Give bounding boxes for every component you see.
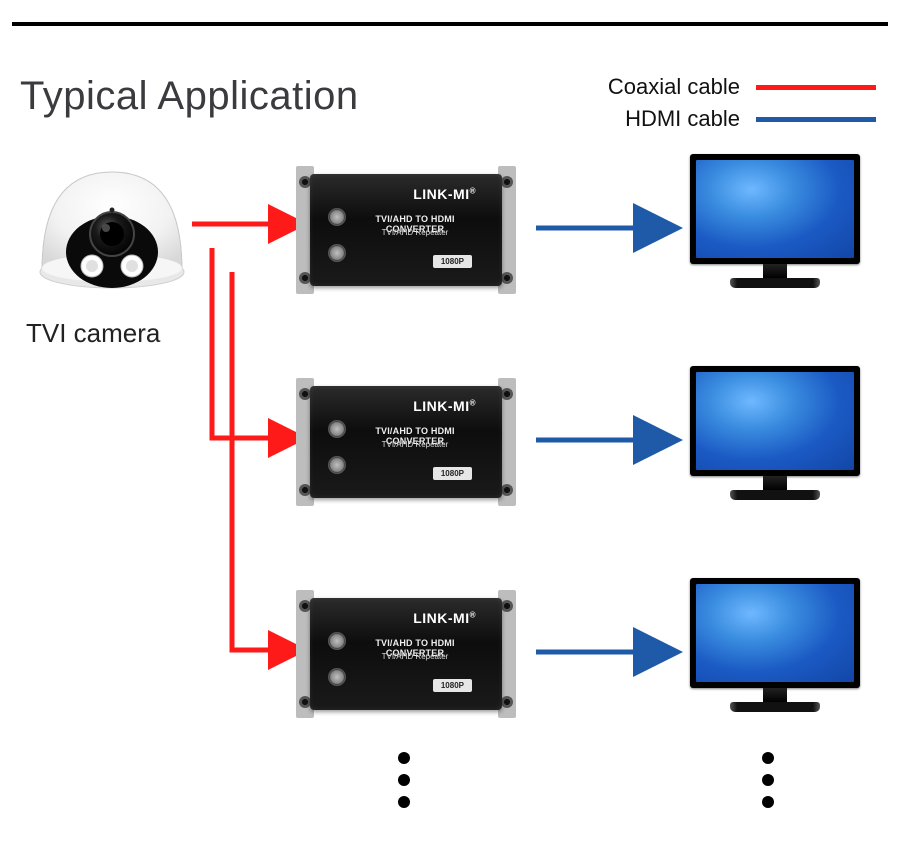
legend-row-hdmi: HDMI cable xyxy=(608,106,876,132)
legend-row-coax: Coaxial cable xyxy=(608,74,876,100)
legend-hdmi-label: HDMI cable xyxy=(625,106,740,132)
ellipsis-monitors xyxy=(762,752,774,808)
coax-cable-line xyxy=(232,272,300,650)
monitor-base xyxy=(730,702,820,712)
brand-label: LINK-MI® xyxy=(413,186,476,202)
monitor-icon xyxy=(690,154,860,294)
monitor-base xyxy=(730,278,820,288)
monitor-screen xyxy=(696,372,854,470)
brand-label: LINK-MI® xyxy=(413,398,476,414)
monitor-stand xyxy=(763,264,787,278)
converter-body: LINK-MI® TVI/AHD TO HDMI CONVERTER TVI/A… xyxy=(310,598,502,710)
product-subtitle: TVI/AHD Repeater xyxy=(352,228,478,237)
converter-box: LINK-MI® TVI/AHD TO HDMI CONVERTER TVI/A… xyxy=(296,590,516,718)
monitor-screen xyxy=(696,584,854,682)
resolution-badge: 1080P xyxy=(433,679,472,692)
monitor-stand xyxy=(763,476,787,490)
resolution-badge: 1080P xyxy=(433,467,472,480)
camera-label: TVI camera xyxy=(26,318,160,349)
legend: Coaxial cable HDMI cable xyxy=(608,74,876,138)
converter-body: LINK-MI® TVI/AHD TO HDMI CONVERTER TVI/A… xyxy=(310,386,502,498)
bnc-port-icon xyxy=(328,632,346,650)
bnc-port-icon xyxy=(328,456,346,474)
converter-box: LINK-MI® TVI/AHD TO HDMI CONVERTER TVI/A… xyxy=(296,378,516,506)
monitor-screen xyxy=(696,160,854,258)
ellipsis-converters xyxy=(398,752,410,808)
legend-coax-label: Coaxial cable xyxy=(608,74,740,100)
product-subtitle: TVI/AHD Repeater xyxy=(352,652,478,661)
bnc-port-icon xyxy=(328,420,346,438)
tvi-camera-icon xyxy=(32,152,192,312)
product-subtitle: TVI/AHD Repeater xyxy=(352,440,478,449)
legend-hdmi-line xyxy=(756,117,876,122)
monitor-base xyxy=(730,490,820,500)
resolution-badge: 1080P xyxy=(433,255,472,268)
converter-box: LINK-MI® TVI/AHD TO HDMI CONVERTER TVI/A… xyxy=(296,166,516,294)
bnc-port-icon xyxy=(328,244,346,262)
monitor-stand xyxy=(763,688,787,702)
monitor-icon xyxy=(690,366,860,506)
bnc-port-icon xyxy=(328,668,346,686)
monitor-frame xyxy=(690,154,860,264)
monitor-icon xyxy=(690,578,860,718)
bnc-port-icon xyxy=(328,208,346,226)
coax-cable-line xyxy=(212,248,300,438)
monitor-frame xyxy=(690,578,860,688)
header-divider xyxy=(12,22,888,26)
monitor-frame xyxy=(690,366,860,476)
legend-coax-line xyxy=(756,85,876,90)
page-title: Typical Application xyxy=(20,74,359,119)
brand-label: LINK-MI® xyxy=(413,610,476,626)
converter-body: LINK-MI® TVI/AHD TO HDMI CONVERTER TVI/A… xyxy=(310,174,502,286)
